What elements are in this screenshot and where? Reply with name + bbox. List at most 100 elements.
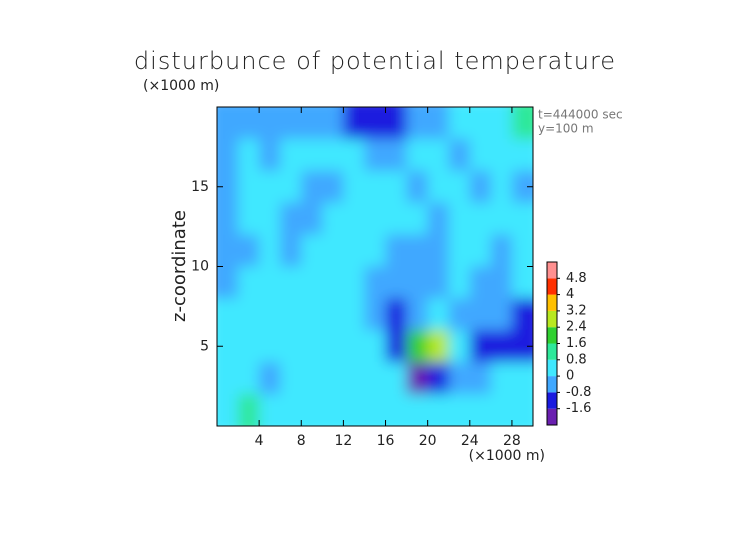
cell xyxy=(490,138,513,172)
x-tick-label: 16 xyxy=(377,433,395,449)
x-tick-label: 12 xyxy=(334,433,352,449)
cell xyxy=(301,202,323,236)
colorbar-label: -0.8 xyxy=(566,385,591,400)
cell xyxy=(343,107,365,140)
cell xyxy=(511,394,533,426)
cell xyxy=(259,202,281,236)
cell xyxy=(259,394,281,426)
cell xyxy=(217,107,239,140)
y-tick-label: 5 xyxy=(200,338,209,354)
cell xyxy=(469,362,492,395)
cell xyxy=(385,362,408,395)
cell xyxy=(469,266,492,299)
x-unit: (×1000 m) xyxy=(469,448,545,464)
colorbar-bin xyxy=(547,343,557,360)
cell xyxy=(322,362,344,395)
cell xyxy=(469,298,492,331)
cell xyxy=(322,138,344,172)
cell xyxy=(259,362,281,395)
cell xyxy=(280,234,302,267)
cell xyxy=(280,170,302,204)
cell xyxy=(490,394,513,426)
cell xyxy=(238,138,260,172)
cell xyxy=(427,330,450,363)
colorbar-label: 3.2 xyxy=(566,303,587,318)
cell xyxy=(448,330,471,363)
annotation: t=444000 sec xyxy=(538,108,623,122)
cell xyxy=(406,330,429,363)
cell xyxy=(280,266,302,299)
cell xyxy=(364,362,387,395)
cell xyxy=(469,394,492,426)
cell xyxy=(259,298,281,331)
x-tick-label: 8 xyxy=(297,433,306,449)
cell xyxy=(217,330,239,363)
cell xyxy=(427,266,450,299)
cell xyxy=(448,202,471,236)
cell xyxy=(406,362,429,395)
chart-title: disturbunce of potential temperature xyxy=(134,47,616,75)
cell xyxy=(238,362,260,395)
cell xyxy=(448,234,471,267)
cell xyxy=(427,394,450,426)
x-tick-label: 24 xyxy=(461,433,479,449)
cell xyxy=(217,202,239,236)
cell xyxy=(259,170,281,204)
cell xyxy=(301,266,323,299)
cell xyxy=(259,266,281,299)
cell xyxy=(280,202,302,236)
cell xyxy=(364,170,387,204)
cell xyxy=(280,138,302,172)
cell xyxy=(259,330,281,363)
y-axis-label: z-coordinate xyxy=(169,210,190,322)
cell xyxy=(280,330,302,363)
cell xyxy=(259,234,281,267)
cells xyxy=(217,107,533,426)
cell xyxy=(427,362,450,395)
cell xyxy=(322,170,344,204)
cell xyxy=(301,362,323,395)
cell xyxy=(364,394,387,426)
cell xyxy=(427,202,450,236)
cell xyxy=(301,394,323,426)
y-tick-label: 10 xyxy=(191,259,209,275)
colorbar-bin xyxy=(547,392,557,409)
colorbar-label: 4.8 xyxy=(566,271,587,286)
cell xyxy=(301,234,323,267)
cell xyxy=(490,234,513,267)
cell xyxy=(427,234,450,267)
cell xyxy=(364,107,387,140)
cell xyxy=(343,362,365,395)
colorbar-label: 0.8 xyxy=(566,352,587,367)
cell xyxy=(406,170,429,204)
cell xyxy=(238,234,260,267)
cell xyxy=(511,234,533,267)
cell xyxy=(238,170,260,204)
cell xyxy=(301,298,323,331)
colorbar-label: 4 xyxy=(566,287,574,302)
cell xyxy=(406,138,429,172)
cell xyxy=(427,170,450,204)
cell xyxy=(511,138,533,172)
cell xyxy=(364,330,387,363)
cell xyxy=(385,138,408,172)
cell xyxy=(343,330,365,363)
cell xyxy=(322,107,344,140)
cell xyxy=(322,298,344,331)
cell xyxy=(427,138,450,172)
cell xyxy=(490,266,513,299)
cell xyxy=(385,170,408,204)
colorbar-label: 2.4 xyxy=(566,320,587,335)
cell xyxy=(511,330,533,363)
cell xyxy=(343,138,365,172)
colorbar-bin xyxy=(547,278,557,295)
cell xyxy=(238,266,260,299)
cell xyxy=(385,107,408,140)
cell xyxy=(217,170,239,204)
cell xyxy=(385,266,408,299)
cell xyxy=(238,298,260,331)
cell xyxy=(448,138,471,172)
cell xyxy=(217,234,239,267)
cell xyxy=(469,138,492,172)
